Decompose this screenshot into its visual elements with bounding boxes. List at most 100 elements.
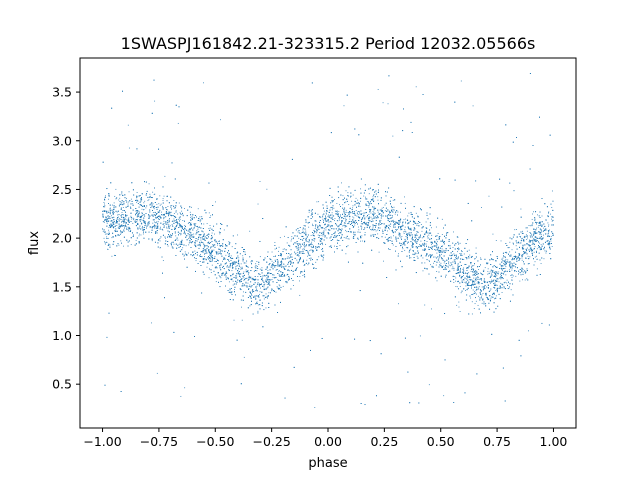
data-point <box>441 241 443 242</box>
data-point <box>323 220 324 222</box>
data-point <box>165 222 167 224</box>
data-point <box>202 242 204 244</box>
data-point <box>321 248 323 250</box>
data-point <box>259 291 261 293</box>
data-point <box>521 237 523 239</box>
data-point <box>347 192 349 194</box>
data-point <box>128 230 129 232</box>
data-point <box>500 278 502 280</box>
data-point <box>193 233 195 235</box>
data-point <box>444 250 445 252</box>
data-point <box>551 207 553 208</box>
data-point <box>220 119 221 121</box>
data-point <box>316 201 318 203</box>
data-point <box>211 253 212 255</box>
data-point <box>328 216 330 218</box>
data-point <box>180 244 181 246</box>
data-point <box>485 296 487 298</box>
data-point <box>148 199 150 201</box>
data-point <box>397 225 399 227</box>
data-point <box>551 246 553 247</box>
data-point <box>359 200 361 202</box>
data-point <box>491 296 493 298</box>
data-point <box>534 246 536 248</box>
data-point <box>281 261 283 263</box>
data-point <box>143 202 145 204</box>
data-point <box>416 233 418 235</box>
data-point <box>478 276 479 278</box>
data-point <box>333 207 335 209</box>
data-point <box>202 257 204 259</box>
data-point <box>402 223 404 225</box>
data-point <box>443 262 445 264</box>
data-point <box>453 282 455 283</box>
data-point <box>349 218 351 220</box>
data-point <box>534 237 536 238</box>
data-point <box>262 278 263 280</box>
data-point <box>401 236 403 237</box>
data-point <box>541 231 543 233</box>
data-point <box>531 234 533 236</box>
data-point <box>198 219 200 221</box>
data-point <box>366 201 368 202</box>
data-point <box>111 220 113 222</box>
data-point <box>458 301 460 303</box>
data-point <box>387 230 388 232</box>
data-point <box>274 259 276 261</box>
data-point <box>294 253 296 255</box>
data-point <box>443 395 445 397</box>
data-point <box>391 217 393 219</box>
data-point <box>156 228 157 229</box>
data-point <box>167 245 169 247</box>
data-point <box>325 229 327 231</box>
data-point <box>184 387 186 389</box>
data-point <box>398 253 399 255</box>
data-point <box>409 234 410 236</box>
data-point <box>536 259 538 260</box>
data-point <box>299 247 301 249</box>
data-point <box>271 289 273 291</box>
data-point <box>205 258 207 260</box>
data-point <box>133 218 135 220</box>
data-point <box>360 240 361 242</box>
data-point <box>548 247 550 249</box>
data-point <box>174 220 176 222</box>
data-point <box>189 228 191 230</box>
data-point <box>104 203 105 205</box>
data-point <box>266 279 268 280</box>
data-point <box>471 301 473 303</box>
data-point <box>404 202 406 204</box>
data-point <box>264 283 266 285</box>
data-point <box>449 254 451 256</box>
data-point <box>184 208 185 209</box>
data-point <box>230 255 232 257</box>
data-point <box>300 233 302 235</box>
data-point <box>195 246 197 248</box>
data-point <box>526 238 528 240</box>
data-point <box>471 283 473 285</box>
data-point <box>245 269 247 271</box>
data-point <box>208 212 210 214</box>
data-point <box>150 207 151 208</box>
data-point <box>327 214 329 216</box>
data-point <box>463 279 465 281</box>
data-point <box>261 267 263 269</box>
data-point <box>361 218 363 220</box>
data-point <box>399 233 401 235</box>
data-point <box>119 197 121 199</box>
data-point <box>255 290 256 292</box>
data-point <box>469 276 471 278</box>
data-point <box>345 253 347 255</box>
data-point <box>249 230 251 232</box>
data-point <box>338 211 340 213</box>
data-point <box>355 197 357 199</box>
data-point <box>442 240 444 242</box>
data-point <box>128 191 130 193</box>
data-point <box>472 255 473 257</box>
data-point <box>352 205 354 207</box>
data-point <box>516 256 518 258</box>
data-point <box>179 212 181 214</box>
data-point <box>121 193 123 195</box>
data-point <box>522 269 524 270</box>
data-point <box>355 210 357 211</box>
